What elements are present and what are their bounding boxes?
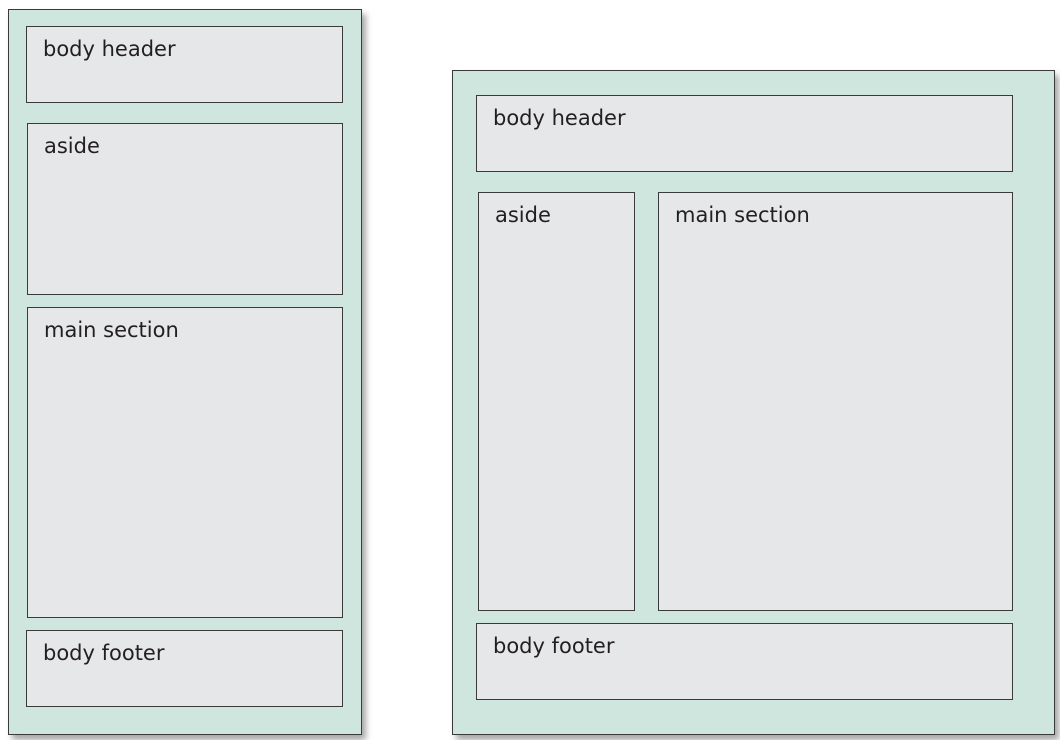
wide-aside-box: aside	[478, 192, 635, 611]
narrow-header-label: body header	[43, 37, 176, 61]
wide-layout-panel: body header aside main section body foot…	[452, 70, 1055, 735]
narrow-main-section-box: main section	[27, 307, 343, 618]
narrow-main-section-label: main section	[44, 318, 179, 342]
wide-footer-box: body footer	[476, 623, 1013, 700]
wide-main-section-label: main section	[675, 203, 810, 227]
narrow-header-box: body header	[26, 26, 343, 103]
narrow-layout-panel: body header aside main section body foot…	[8, 9, 362, 735]
wide-footer-label: body footer	[493, 634, 615, 658]
wide-main-section-box: main section	[658, 192, 1013, 611]
wide-header-box: body header	[476, 95, 1013, 172]
narrow-aside-box: aside	[27, 123, 343, 295]
wide-header-label: body header	[493, 106, 626, 130]
wide-aside-label: aside	[495, 203, 551, 227]
narrow-aside-label: aside	[44, 134, 100, 158]
narrow-footer-label: body footer	[43, 641, 165, 665]
narrow-footer-box: body footer	[26, 630, 343, 707]
